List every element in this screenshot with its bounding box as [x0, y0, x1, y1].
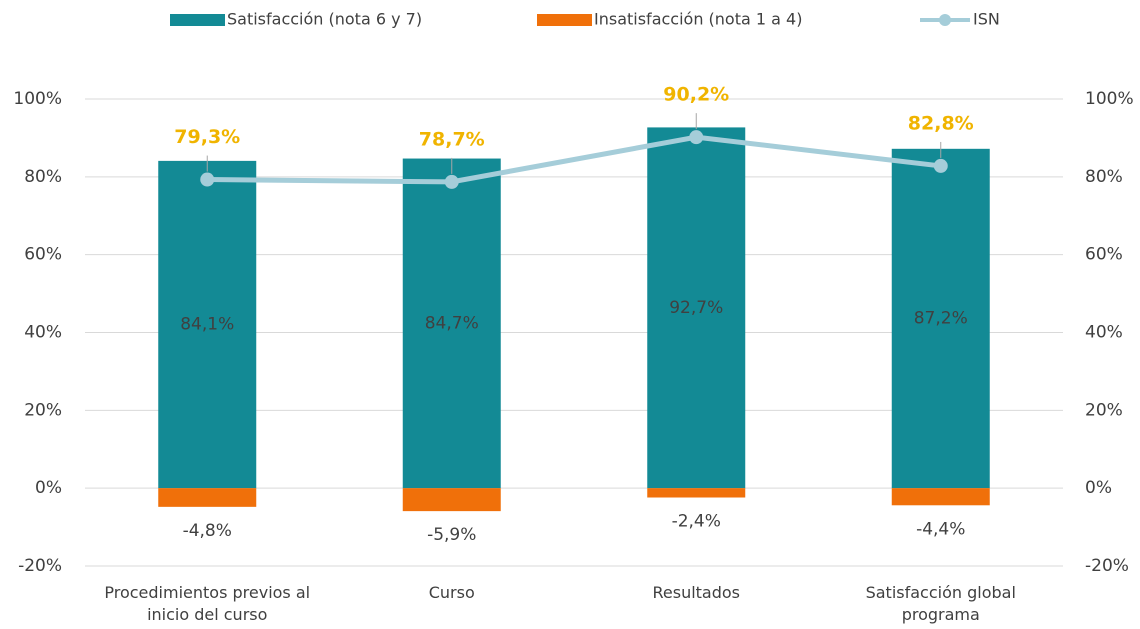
x-tick-label: Curso	[428, 583, 475, 602]
x-tick-label: Resultados	[652, 583, 741, 602]
point	[689, 130, 704, 145]
y2-tick-label: -20%	[1085, 556, 1129, 576]
value-label: -4,4%	[916, 519, 965, 539]
legend-label: ISN	[973, 10, 1000, 29]
point	[933, 158, 948, 173]
value-label: -4,8%	[183, 521, 232, 541]
point	[444, 174, 459, 189]
bar	[647, 488, 746, 498]
bar	[158, 160, 257, 489]
legend-swatch	[170, 14, 225, 26]
value-label: 82,8%	[908, 112, 974, 134]
y2-tick-label: 80%	[1085, 167, 1123, 187]
x-tick-label: Procedimientos previos al inicio del cur…	[104, 583, 311, 624]
legend-swatch	[537, 14, 592, 26]
bar	[402, 158, 501, 489]
legend-label: Satisfacción (nota 6 y 7)	[227, 10, 422, 29]
y-tick-label: 0%	[35, 478, 62, 498]
y2-tick-label: 100%	[1085, 89, 1134, 109]
bar	[647, 127, 746, 489]
y2-tick-label: 0%	[1085, 478, 1112, 498]
value-label: -5,9%	[427, 525, 476, 545]
bar	[158, 488, 257, 507]
bar	[402, 488, 501, 512]
value-label: 87,2%	[914, 308, 968, 328]
y-tick-label: -20%	[18, 556, 62, 576]
value-label: 84,7%	[425, 313, 479, 333]
line	[207, 134, 942, 185]
point	[200, 172, 215, 187]
y-tick-label: 80%	[24, 167, 62, 187]
y2-tick-label: 60%	[1085, 245, 1123, 265]
y2-tick-label: 20%	[1085, 400, 1123, 420]
value-label: 84,1%	[180, 315, 234, 335]
y-tick-label: 20%	[24, 400, 62, 420]
bar	[891, 148, 990, 489]
value-label: -2,4%	[672, 512, 721, 532]
legend-swatch	[939, 14, 951, 26]
value-label: 92,7%	[669, 298, 723, 318]
value-label: 90,2%	[663, 84, 729, 106]
y-tick-label: 100%	[13, 89, 62, 109]
value-label: 79,3%	[174, 126, 240, 148]
y-tick-label: 60%	[24, 245, 62, 265]
x-tick-label: Satisfacción global programa	[865, 583, 1016, 624]
legend-label: Insatisfacción (nota 1 a 4)	[594, 10, 802, 29]
bar	[891, 488, 990, 506]
value-label: 78,7%	[419, 128, 485, 150]
y2-tick-label: 40%	[1085, 323, 1123, 343]
y-tick-label: 40%	[24, 323, 62, 343]
